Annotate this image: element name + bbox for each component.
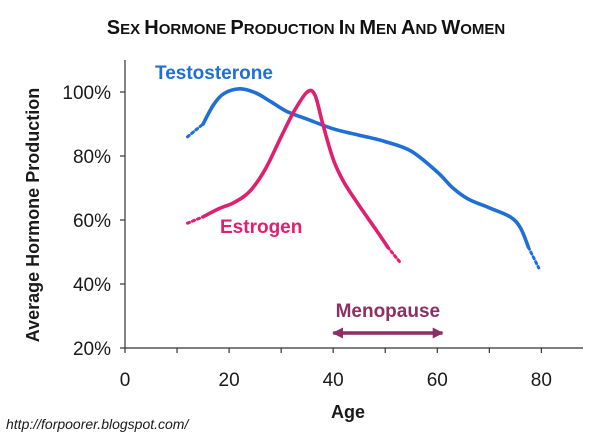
title-initial: H xyxy=(144,17,158,39)
series-layer xyxy=(186,86,541,270)
title-rest: ND xyxy=(415,21,437,38)
y-tick-label: 20% xyxy=(73,339,111,360)
x-tick-label: 0 xyxy=(120,370,131,391)
estrogen-label: Estrogen xyxy=(220,217,302,238)
x-tick-label: 40 xyxy=(323,370,344,391)
title-initial: S xyxy=(107,17,120,39)
title-initial: A xyxy=(401,17,415,39)
y-axis-title: Average Hormone Production xyxy=(23,88,43,342)
estrogen-dotted-end xyxy=(386,245,403,265)
x-tick-label: 80 xyxy=(531,370,552,391)
x-tick-label: 20 xyxy=(219,370,240,391)
title-initial: M xyxy=(359,17,376,39)
title-rest: N xyxy=(344,21,355,38)
title-rest: ORMONE xyxy=(159,21,227,38)
series-labels: Testosterone Estrogen xyxy=(155,63,302,238)
y-tick-label: 100% xyxy=(62,83,111,104)
estrogen-dotted-start xyxy=(186,215,205,225)
testosterone-dotted-end xyxy=(526,245,541,270)
testosterone-line xyxy=(201,86,531,249)
title-rest: RODUCTION xyxy=(244,21,335,38)
title-rest: EX xyxy=(120,21,140,38)
chart-title: SEX HORMONE PRODUCTION IN MEN AND WOMEN xyxy=(107,17,505,39)
axes: 20% 40% 60% 80% 100% 0 20 40 60 80 xyxy=(62,60,583,391)
y-tick-label: 80% xyxy=(73,147,111,168)
x-tick-label: 60 xyxy=(427,370,448,391)
y-tick-label: 60% xyxy=(73,211,111,232)
title-initial: P xyxy=(230,17,243,39)
title-initial: I xyxy=(339,17,345,39)
x-axis-title: Age xyxy=(331,402,365,422)
testosterone-dotted-start xyxy=(186,122,205,139)
estrogen-line xyxy=(201,88,390,249)
y-tick-label: 40% xyxy=(73,275,111,296)
source-url: http://forpoorer.blogspot.com/ xyxy=(6,416,190,432)
testosterone-label: Testosterone xyxy=(155,63,273,84)
title-rest: EN xyxy=(376,21,397,38)
annotations: Menopause xyxy=(332,301,444,339)
title-initial: W xyxy=(441,17,460,39)
title-rest: OMEN xyxy=(460,21,505,38)
menopause-label: Menopause xyxy=(336,301,441,322)
